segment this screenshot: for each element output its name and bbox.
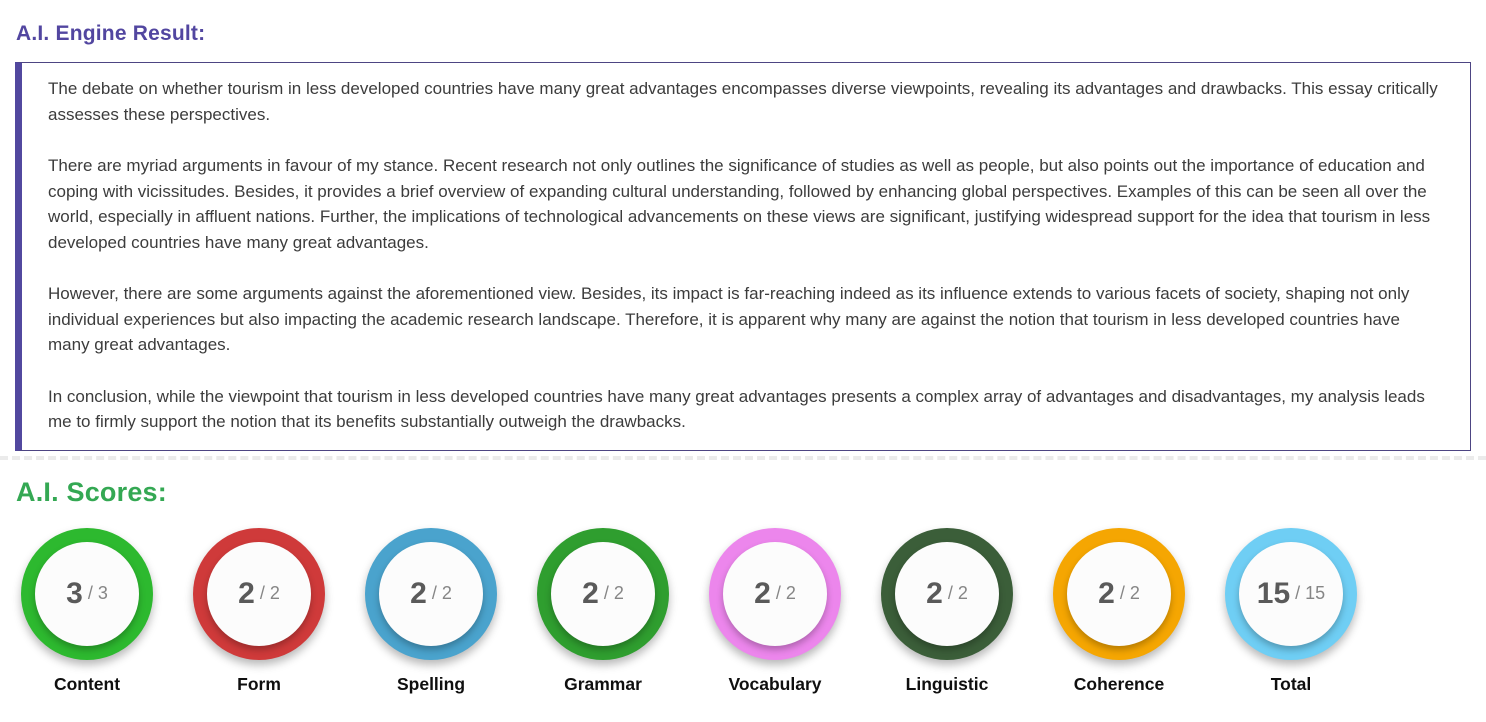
- score-ring: 2 / 2: [709, 527, 841, 660]
- score-value-circle: 2 / 2: [1067, 541, 1171, 646]
- score-value: 2: [582, 576, 599, 610]
- score-max: / 2: [431, 583, 452, 603]
- score-badge: 2 / 2 Grammar: [537, 527, 669, 695]
- essay-paragraph: However, there are some arguments agains…: [48, 284, 1410, 354]
- score-label: Grammar: [564, 673, 642, 694]
- score-label: Vocabulary: [728, 673, 822, 694]
- score-badge: 15 / 15 Total: [1225, 527, 1357, 695]
- score-max: / 2: [603, 583, 624, 603]
- score-max: / 2: [1119, 583, 1140, 603]
- score-value-circle: 2 / 2: [207, 541, 311, 646]
- score-ring: 2 / 2: [365, 527, 497, 660]
- score-value: 2: [410, 576, 427, 610]
- score-max: / 2: [259, 583, 280, 603]
- scores-row: 3 / 3 Content 2 / 2 Form 2 / 2: [0, 508, 1486, 695]
- essay-result-box: The debate on whether tourism in less de…: [15, 62, 1471, 451]
- score-ring: 2 / 2: [1053, 527, 1185, 660]
- score-value-circle: 15 / 15: [1239, 541, 1343, 646]
- score-ring: 3 / 3: [21, 527, 153, 660]
- score-value-circle: 2 / 2: [895, 541, 999, 646]
- engine-result-heading: A.I. Engine Result:: [16, 22, 206, 45]
- score-ring: 2 / 2: [537, 527, 669, 660]
- score-badge: 2 / 2 Coherence: [1053, 527, 1185, 695]
- score-value: 3: [66, 576, 83, 610]
- score-value: 15: [1256, 576, 1291, 610]
- essay-paragraph: The debate on whether tourism in less de…: [48, 79, 1438, 124]
- score-badge: 2 / 2 Linguistic: [881, 527, 1013, 695]
- score-label: Linguistic: [905, 673, 989, 694]
- score-label: Spelling: [396, 673, 466, 694]
- score-value: 2: [1098, 576, 1115, 610]
- score-value-circle: 2 / 2: [551, 541, 655, 646]
- score-ring: 15 / 15: [1225, 527, 1357, 660]
- score-label: Form: [237, 673, 281, 694]
- score-value-circle: 2 / 2: [379, 541, 483, 646]
- score-ring: 2 / 2: [193, 527, 325, 660]
- essay-paragraph: In conclusion, while the viewpoint that …: [48, 386, 1425, 432]
- dashed-divider: [0, 455, 1486, 460]
- score-value: 2: [238, 576, 255, 610]
- score-max: / 15: [1295, 583, 1326, 603]
- essay-paragraph: There are myriad arguments in favour of …: [48, 156, 1431, 252]
- score-max: / 2: [947, 583, 968, 603]
- ai-scores-heading: A.I. Scores:: [16, 476, 167, 507]
- score-max: / 2: [775, 583, 796, 603]
- score-value: 2: [754, 576, 771, 610]
- score-label: Coherence: [1073, 673, 1165, 694]
- score-badge: 2 / 2 Vocabulary: [709, 527, 841, 695]
- score-ring: 2 / 2: [881, 527, 1013, 660]
- score-badge: 3 / 3 Content: [21, 527, 153, 695]
- score-max: / 3: [87, 583, 108, 603]
- score-value-circle: 2 / 2: [723, 541, 827, 646]
- score-label: Total: [1270, 673, 1312, 694]
- score-label: Content: [53, 673, 121, 694]
- score-value-circle: 3 / 3: [35, 541, 139, 646]
- score-badge: 2 / 2 Form: [193, 527, 325, 695]
- score-badge: 2 / 2 Spelling: [365, 527, 497, 695]
- score-value: 2: [926, 576, 943, 610]
